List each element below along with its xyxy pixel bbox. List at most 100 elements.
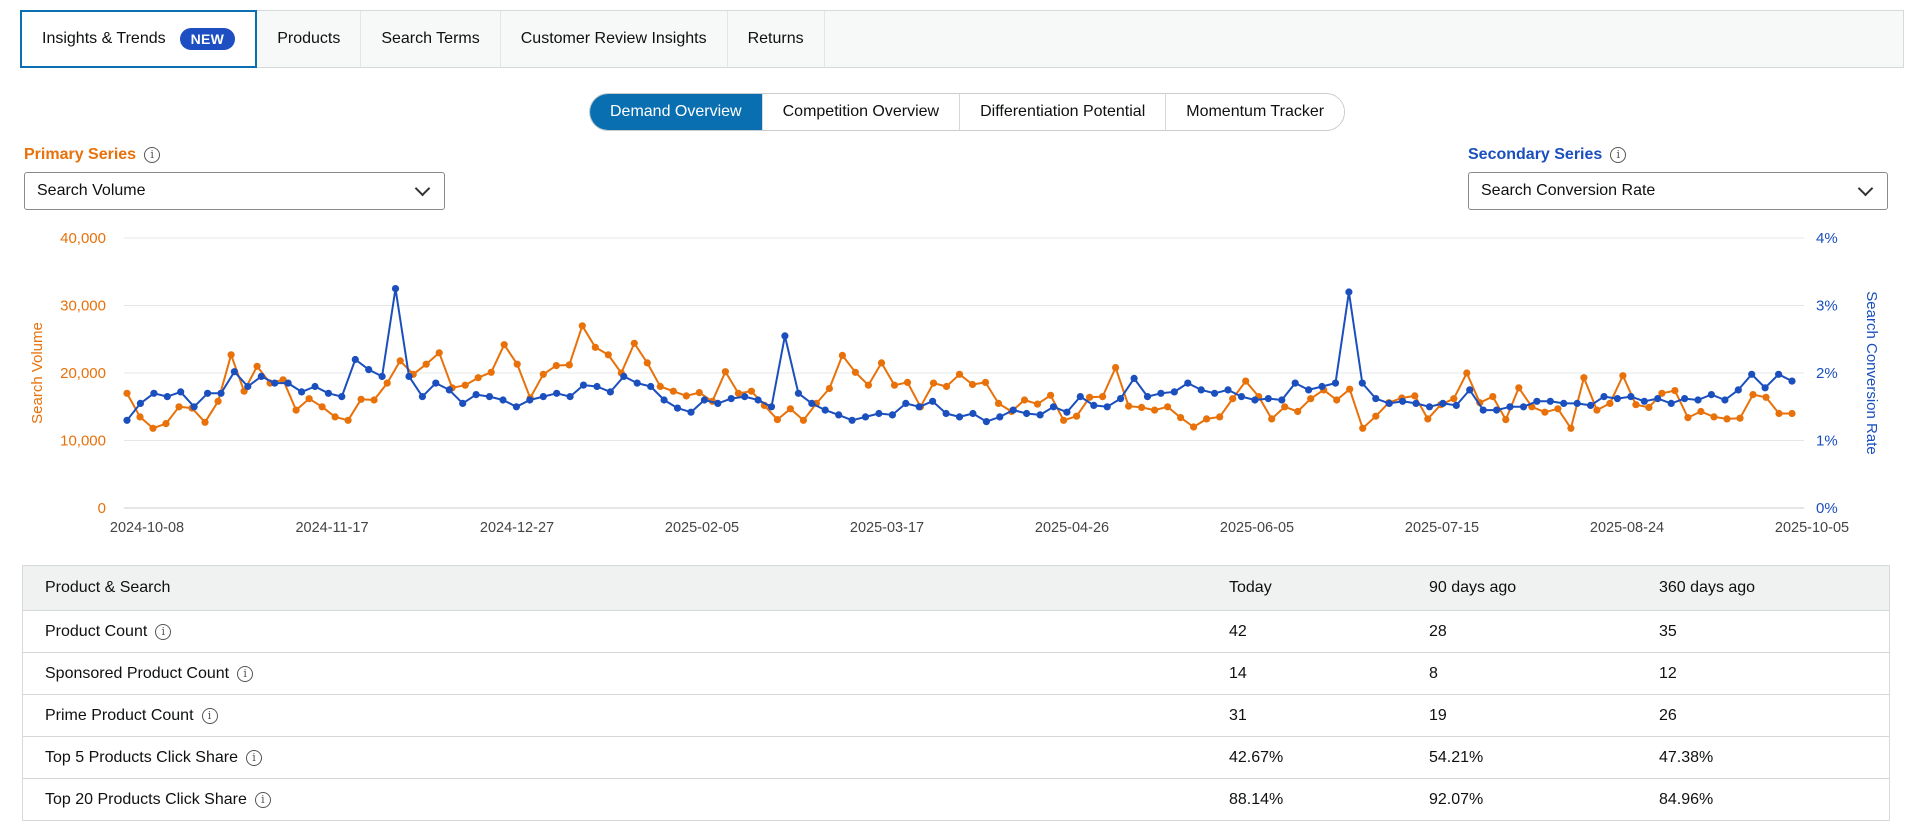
- y-right-tick-label: 3%: [1816, 298, 1838, 315]
- data-point-search-volume: [1671, 387, 1679, 395]
- data-point-search-conversion-rate: [391, 285, 400, 293]
- data-point-search-conversion-rate: [1278, 396, 1286, 404]
- tab-returns[interactable]: Returns: [728, 11, 825, 67]
- data-point-search-conversion-rate: [1251, 396, 1259, 404]
- data-point-search-conversion-rate: [1533, 397, 1541, 405]
- data-point-search-volume: [1307, 395, 1315, 403]
- data-point-search-conversion-rate: [351, 355, 359, 364]
- data-point-search-conversion-rate: [996, 413, 1004, 421]
- segment-momentum-tracker[interactable]: Momentum Tracker: [1166, 94, 1345, 130]
- cell-today: 42.67%: [1229, 748, 1284, 766]
- data-point-search-volume: [1281, 403, 1289, 411]
- data-point-search-conversion-rate: [1385, 399, 1393, 407]
- data-point-search-volume: [604, 351, 612, 359]
- row-label: Top 5 Products Click Share: [45, 748, 238, 766]
- x-tick-label: 2025-07-15: [1405, 520, 1479, 536]
- tab-customer-review-insights[interactable]: Customer Review Insights: [501, 11, 728, 67]
- data-point-search-conversion-rate: [472, 391, 480, 399]
- cell-today: 14: [1229, 664, 1247, 682]
- tab-label: Customer Review Insights: [520, 30, 707, 47]
- data-point-search-conversion-rate: [257, 372, 265, 380]
- table-row: Top 5 Products Click Share i 42.67% 54.21…: [23, 736, 1889, 778]
- data-point-search-conversion-rate: [955, 413, 964, 421]
- row-label: Top 20 Products Click Share: [45, 790, 247, 808]
- data-point-search-volume: [1450, 395, 1458, 403]
- data-point-search-volume: [877, 359, 886, 367]
- data-point-search-volume: [1060, 416, 1068, 424]
- data-point-search-conversion-rate: [217, 389, 225, 397]
- data-point-search-volume: [1138, 403, 1146, 411]
- data-point-search-volume: [1697, 407, 1705, 416]
- data-point-search-conversion-rate: [660, 396, 668, 404]
- cell-90-days: 54.21%: [1429, 748, 1484, 766]
- data-point-search-volume: [435, 349, 443, 357]
- data-point-search-conversion-rate: [1143, 393, 1152, 401]
- info-icon[interactable]: i: [245, 749, 262, 766]
- data-point-search-conversion-rate: [405, 372, 413, 380]
- data-point-search-conversion-rate: [1399, 397, 1407, 405]
- data-point-search-conversion-rate: [620, 372, 628, 380]
- data-point-search-volume: [721, 368, 730, 376]
- data-point-search-conversion-rate: [1264, 395, 1272, 403]
- tab-products[interactable]: Products: [257, 11, 362, 67]
- data-point-search-conversion-rate: [1466, 386, 1474, 394]
- data-point-search-conversion-rate: [539, 393, 547, 401]
- data-point-search-conversion-rate: [1157, 389, 1165, 397]
- y-right-tick-label: 4%: [1816, 230, 1838, 247]
- chevron-down-icon: [414, 180, 431, 197]
- tab-insights-trends[interactable]: Insights & Trends NEW: [20, 10, 258, 68]
- segment-demand-overview[interactable]: Demand Overview: [590, 94, 763, 130]
- secondary-series-select[interactable]: Search Conversion Rate: [1468, 172, 1888, 210]
- y-left-tick-label: 0: [98, 500, 106, 517]
- data-point-search-conversion-rate: [835, 411, 843, 419]
- data-point-search-volume: [396, 357, 404, 365]
- info-icon[interactable]: i: [201, 707, 218, 724]
- data-point-search-volume: [773, 416, 782, 424]
- data-point-search-volume: [1424, 415, 1432, 423]
- tab-search-terms[interactable]: Search Terms: [361, 11, 501, 67]
- data-point-search-conversion-rate: [1063, 408, 1071, 416]
- data-point-search-conversion-rate: [915, 403, 923, 411]
- info-icon[interactable]: i: [254, 791, 271, 808]
- info-icon[interactable]: i: [237, 665, 254, 682]
- data-point-search-volume: [1086, 393, 1094, 401]
- data-point-search-volume: [565, 361, 573, 369]
- data-point-search-volume: [1359, 424, 1367, 432]
- cell-today: 88.14%: [1229, 790, 1284, 808]
- segment-competition-overview[interactable]: Competition Overview: [762, 94, 961, 130]
- data-point-search-conversion-rate: [512, 403, 521, 411]
- cell-today: 42: [1229, 622, 1247, 640]
- cell-90-days: 19: [1429, 706, 1447, 724]
- info-icon[interactable]: i: [155, 623, 172, 640]
- x-tick-label: 2025-02-05: [665, 520, 739, 536]
- data-point-search-volume: [1658, 389, 1666, 397]
- x-tick-label: 2025-04-26: [1035, 520, 1109, 536]
- data-point-search-volume: [461, 381, 469, 389]
- data-point-search-conversion-rate: [1788, 377, 1796, 385]
- data-point-search-volume: [1736, 414, 1744, 422]
- data-point-search-volume: [1411, 392, 1419, 400]
- data-point-search-volume: [344, 416, 352, 424]
- new-badge: NEW: [179, 28, 236, 50]
- data-point-search-volume: [1294, 407, 1302, 416]
- data-point-search-volume: [1749, 391, 1757, 399]
- data-point-search-conversion-rate: [1694, 396, 1702, 404]
- data-point-search-volume: [149, 424, 157, 432]
- data-point-search-conversion-rate: [593, 382, 601, 391]
- data-point-search-conversion-rate: [1681, 395, 1689, 403]
- primary-series-select[interactable]: Search Volume: [24, 172, 445, 210]
- top-tab-bar: Insights & Trends NEW Products Search Te…: [20, 10, 1904, 68]
- data-point-search-volume: [1125, 402, 1133, 410]
- info-icon[interactable]: i: [144, 147, 161, 163]
- data-point-search-conversion-rate: [1519, 403, 1528, 411]
- info-icon[interactable]: i: [1610, 147, 1627, 163]
- data-point-search-conversion-rate: [163, 393, 171, 401]
- header-90-days: 90 days ago: [1429, 579, 1517, 596]
- data-point-search-conversion-rate: [1707, 391, 1715, 399]
- segment-differentiation-potential[interactable]: Differentiation Potential: [960, 94, 1167, 130]
- y-right-axis-title: Search Conversion Rate: [1863, 291, 1880, 454]
- data-point-search-conversion-rate: [1130, 374, 1138, 382]
- data-point-search-conversion-rate: [606, 388, 615, 396]
- data-point-search-volume: [981, 378, 990, 386]
- tab-label: Returns: [747, 30, 804, 47]
